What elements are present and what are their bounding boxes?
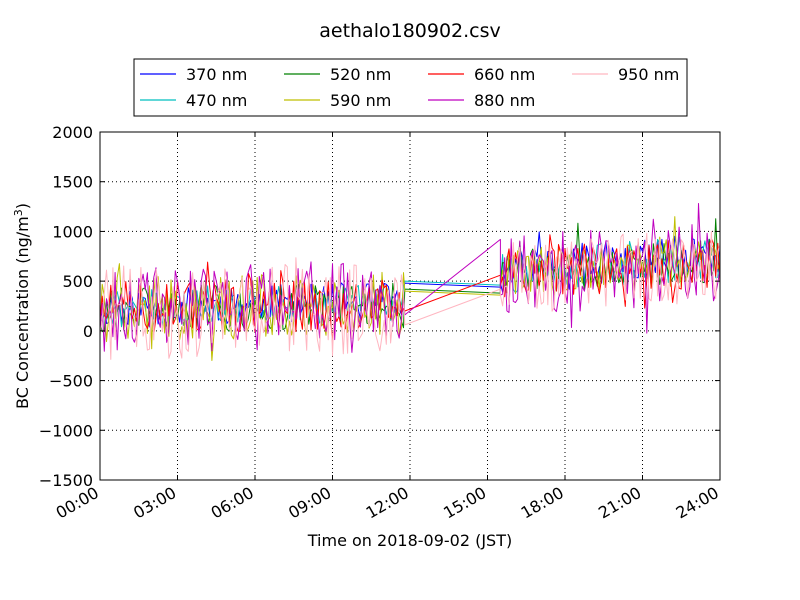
series-layer — [100, 203, 720, 361]
y-tick-label: 1000 — [52, 222, 93, 241]
legend-label: 370 nm — [186, 65, 247, 84]
legend-label: 470 nm — [186, 91, 247, 110]
legend-label: 880 nm — [474, 91, 535, 110]
legend-label: 590 nm — [330, 91, 391, 110]
plot-area — [100, 132, 720, 480]
series-line-950-nm — [100, 231, 720, 360]
y-tick-label: 0 — [83, 322, 93, 341]
y-axis-label: BC Concentration (ng/m3) — [12, 203, 32, 409]
legend-box — [133, 58, 688, 117]
ticks — [99, 131, 721, 481]
legend-label: 660 nm — [474, 65, 535, 84]
y-tick-label: −500 — [49, 372, 93, 391]
grid — [100, 132, 720, 480]
y-tick-label: 2000 — [52, 123, 93, 142]
x-axis-label: Time on 2018-09-02 (JST) — [307, 531, 512, 550]
y-tick-label: 500 — [62, 272, 93, 291]
series-line-520-nm — [100, 218, 720, 333]
chart-title: aethalo180902.csv — [319, 20, 501, 42]
y-tick-label: 1500 — [52, 173, 93, 192]
y-tick-label: −1000 — [39, 421, 93, 440]
legend-label: 950 nm — [618, 65, 679, 84]
legend-label: 520 nm — [330, 65, 391, 84]
y-tick-label: −1500 — [39, 471, 93, 490]
legend: 370 nm 470 nm 520 nm 590 nm 660 nm 880 nm 950 … — [133, 58, 688, 117]
